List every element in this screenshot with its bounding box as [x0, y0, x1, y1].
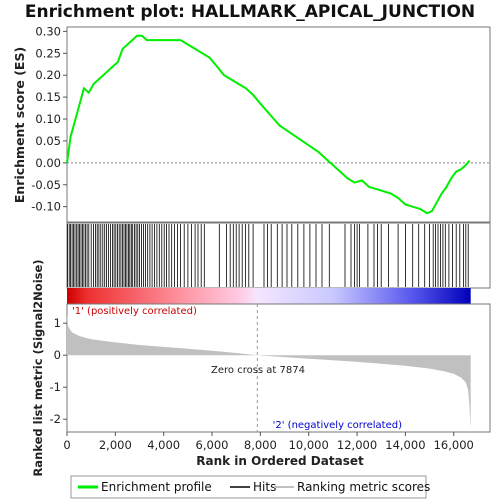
es-y-tick-label: 0.20 [35, 68, 61, 82]
ranked-y-axis-label: Ranked list metric (Signal2Noise) [31, 259, 45, 476]
es-y-tick-label: 0.30 [35, 24, 61, 38]
es-y-tick-label: 0.00 [35, 156, 61, 170]
x-tick-label: 0 [63, 438, 70, 452]
zero-cross-label: Zero cross at 7874 [211, 365, 305, 376]
x-axis-ticks: 0 2,000 4,000 6,000 8,000 10,000 12,000 14,000 1… [63, 432, 474, 452]
ranked-y-tick-label: -1 [50, 380, 61, 394]
enrichment-profile-line [66, 34, 471, 215]
es-y-ticks: -0.10 -0.05 0.00 0.05 0.10 0.15 0.20 0.25 0.30 [31, 24, 67, 214]
ranked-y-tick-label: 0 [54, 348, 61, 362]
ranked-panel-frame [66, 303, 491, 433]
es-panel: -0.10 -0.05 0.00 0.05 0.10 0.15 0.20 0.25 0.30 E… [12, 24, 491, 223]
hits-panel-frame [66, 222, 491, 289]
x-tick-label: 2,000 [99, 438, 132, 452]
x-tick-label: 16,000 [434, 438, 474, 452]
x-tick-label: 8,000 [244, 438, 277, 452]
x-tick-label: 6,000 [196, 438, 229, 452]
legend-enrichment-label: Enrichment profile [101, 480, 212, 494]
chart-title: Enrichment plot: HALLMARK_APICAL_JUNCTIO… [25, 2, 475, 22]
es-y-tick-label: 0.25 [35, 46, 61, 60]
es-y-axis-label: Enrichment score (ES) [12, 47, 27, 203]
legend-hits-label: Hits [253, 480, 276, 494]
ranked-list-panel: -2 -1 0 1 '1' (positively correlated) Zero … [31, 259, 491, 477]
ranked-y-ticks: -2 -1 0 1 [50, 316, 67, 426]
x-tick-label: 14,000 [385, 438, 425, 452]
ranked-y-tick-label: 1 [54, 316, 61, 330]
x-tick-label: 12,000 [337, 438, 377, 452]
ranked-y-tick-label: -2 [50, 412, 61, 426]
es-y-tick-label: -0.10 [31, 200, 61, 214]
metric-color-bar [67, 288, 471, 304]
x-axis-label: Rank in Ordered Dataset [196, 454, 364, 468]
metric-color-bar-fill [67, 288, 471, 304]
legend-ranking-label: Ranking metric scores [297, 480, 430, 494]
legend: Enrichment profile Hits Ranking metric s… [70, 475, 430, 499]
hits-panel [66, 222, 491, 289]
es-y-tick-label: 0.10 [35, 112, 61, 126]
x-tick-label: 4,000 [147, 438, 180, 452]
es-y-tick-label: 0.15 [35, 90, 61, 104]
neg-correlated-label: '2' (negatively correlated) [273, 420, 402, 431]
es-y-tick-label: 0.05 [35, 134, 61, 148]
pos-correlated-label: '1' (positively correlated) [72, 306, 197, 317]
es-y-tick-label: -0.05 [31, 178, 61, 192]
hit-lines [67, 224, 469, 287]
x-tick-label: 10,000 [289, 438, 329, 452]
